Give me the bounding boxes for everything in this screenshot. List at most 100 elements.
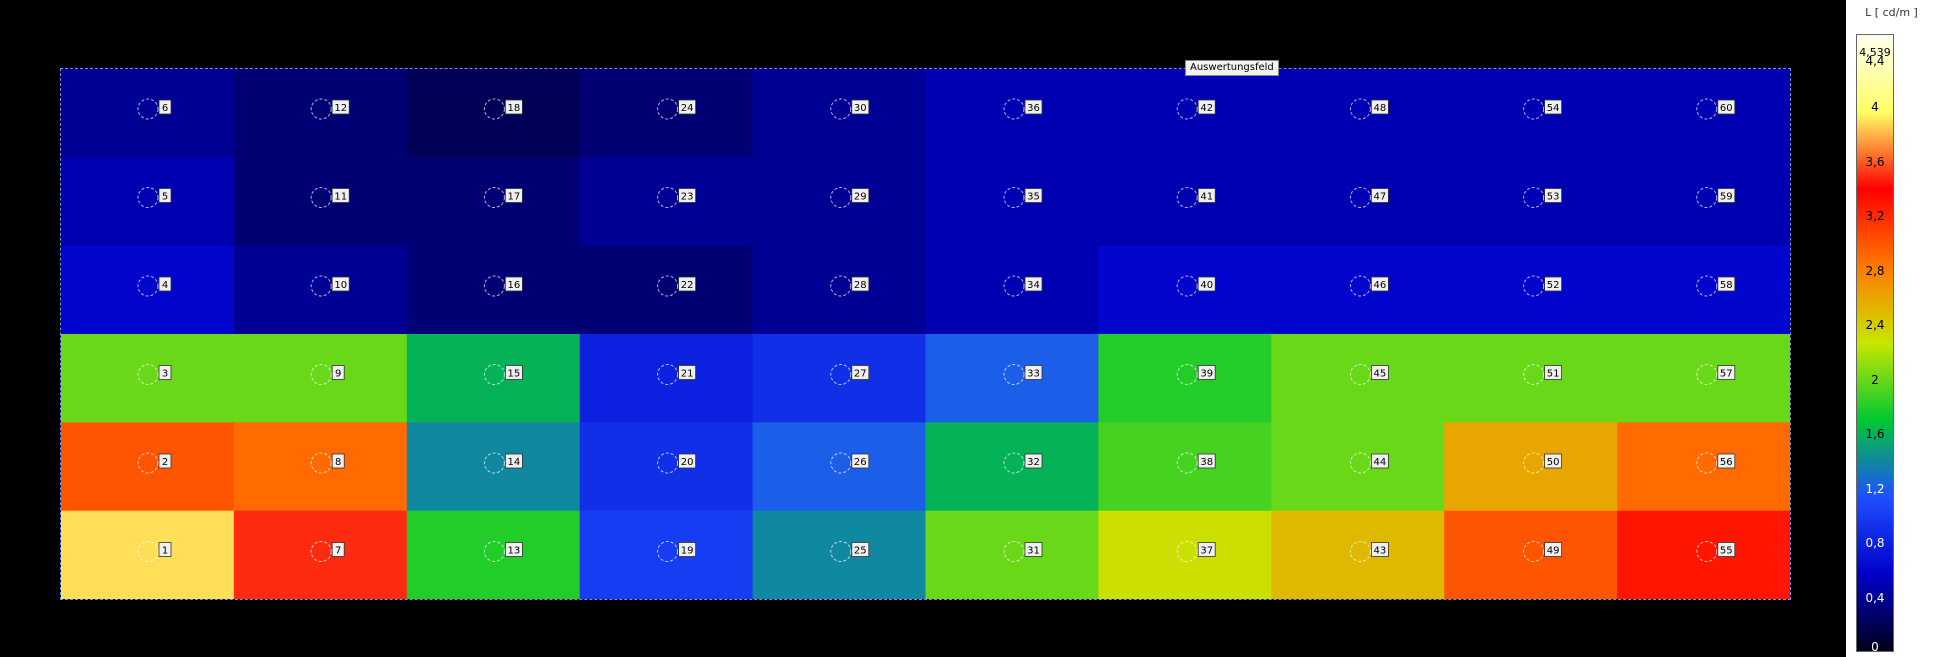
heatmap-cell <box>61 245 235 335</box>
point-label-box <box>851 188 870 203</box>
point-label: 3 <box>162 369 168 380</box>
measurement-points: 6 12 18 24 30 36 42 48 54 605 11 17 23 29 35 41 47 53 594 1… <box>137 98 1736 562</box>
measurement-point-marker <box>1523 98 1545 120</box>
colorbar-tick: 3,6 <box>1865 154 1885 169</box>
measurement-point-marker <box>483 275 505 297</box>
heatmap-cell <box>1617 69 1790 158</box>
point-label: 6 <box>162 103 168 114</box>
point-label-box <box>1717 542 1736 557</box>
point-label-box <box>158 188 172 203</box>
measurement-point-marker <box>657 364 679 385</box>
heatmap-cell <box>925 510 1099 599</box>
point-label: 42 <box>1200 103 1213 114</box>
heatmap-cell <box>1271 69 1445 158</box>
measurement-point-marker <box>1523 541 1545 562</box>
heatmap-cell <box>1617 157 1790 247</box>
heatmap-cell <box>1271 422 1445 512</box>
heatmap-cell <box>1098 334 1272 423</box>
colorbar-tick: 1,2 <box>1865 481 1885 496</box>
point-label: 30 <box>854 103 867 114</box>
measurement-point-marker <box>310 452 332 474</box>
heatmap-cell <box>925 334 1099 423</box>
measurement-point-marker <box>830 364 852 385</box>
point-label: 44 <box>1374 457 1387 468</box>
point-label-box <box>851 276 870 292</box>
point-label-box <box>1717 276 1736 292</box>
point-label-box <box>678 542 696 557</box>
heatmap-cell <box>1271 245 1445 335</box>
point-label-box <box>1024 365 1043 380</box>
measurement-point-marker <box>1003 98 1025 120</box>
measurement-point-marker <box>1176 541 1198 562</box>
heatmap-cell <box>752 334 927 423</box>
point-label: 36 <box>1027 103 1040 114</box>
point-label-box <box>1371 365 1389 380</box>
colorbar-tick: 3,2 <box>1865 209 1885 224</box>
colorbar-legend: L [ cd/m ] 4,539 4,4 4 3,6 3,2 2,8 2,4 2 1,6 1,2 0… <box>1846 0 1937 657</box>
point-label-box <box>1371 453 1389 469</box>
heatmap-cell <box>406 334 581 423</box>
measurement-point-marker <box>1349 187 1371 208</box>
point-label-box <box>1197 188 1216 203</box>
heatmap-cell <box>1098 157 1272 247</box>
point-label-box <box>1197 276 1216 292</box>
heatmap-cell <box>61 422 235 512</box>
measurement-point-marker <box>657 452 679 474</box>
measurement-point-marker <box>310 364 332 385</box>
unit-label: L [ cd/m ] <box>1865 6 1918 19</box>
measurement-point-marker <box>657 187 679 208</box>
point-label: 29 <box>854 192 867 203</box>
point-label: 60 <box>1720 103 1733 114</box>
measurement-point-marker <box>1696 364 1718 385</box>
heatmap-cell <box>233 422 408 512</box>
heatmap-cell <box>925 157 1099 247</box>
point-label: 12 <box>334 103 347 114</box>
measurement-point-marker <box>1003 187 1025 208</box>
measurement-point-marker <box>1523 364 1545 385</box>
point-label-box <box>1197 542 1216 557</box>
heatmap-cell <box>1444 510 1618 599</box>
point-label: 15 <box>508 369 521 380</box>
point-label-box <box>1024 99 1043 115</box>
point-label: 24 <box>681 103 694 114</box>
colorbar-tick: 4,4 <box>1865 53 1885 68</box>
heatmap-cell <box>579 245 754 335</box>
heatmap-cell <box>1098 69 1272 158</box>
point-label: 16 <box>508 280 521 291</box>
point-label-box <box>678 276 696 292</box>
point-label-box <box>158 99 172 115</box>
point-label: 40 <box>1200 280 1213 291</box>
point-label: 23 <box>681 192 694 203</box>
heatmap-cell <box>752 69 927 158</box>
point-label-box <box>158 365 172 380</box>
point-label-box <box>1717 188 1736 203</box>
measurement-point-marker <box>137 364 159 385</box>
point-label-box <box>1371 188 1389 203</box>
measurement-point-marker <box>1003 541 1025 562</box>
point-label: 20 <box>681 457 694 468</box>
heatmap-cell <box>233 157 408 247</box>
heatmap-cell <box>579 157 754 247</box>
point-label-box <box>1544 276 1562 292</box>
point-label-box <box>851 365 870 380</box>
heatmap-cells <box>61 69 1790 599</box>
measurement-point-marker <box>657 98 679 120</box>
point-label-box <box>851 99 870 115</box>
point-label-box <box>1717 365 1736 380</box>
heatmap-cell <box>1098 510 1272 599</box>
point-label-box <box>504 453 523 469</box>
point-label: 37 <box>1200 546 1213 557</box>
measurement-point-marker <box>137 187 159 208</box>
measurement-point-marker <box>1003 275 1025 297</box>
heatmap-cell <box>579 510 754 599</box>
measurement-point-marker <box>483 98 505 120</box>
heatmap-cell <box>406 69 581 158</box>
heatmap-cell <box>579 422 754 512</box>
heatmap-svg: 6 12 18 24 30 36 42 48 54 605 11 17 23 29 35 41 47 53 594 1… <box>61 69 1790 599</box>
point-label: 45 <box>1374 369 1387 380</box>
point-label: 57 <box>1720 369 1733 380</box>
point-label-box <box>1717 453 1736 469</box>
point-label: 26 <box>854 457 867 468</box>
point-label: 1 <box>162 546 168 557</box>
point-label-box <box>1544 453 1562 469</box>
